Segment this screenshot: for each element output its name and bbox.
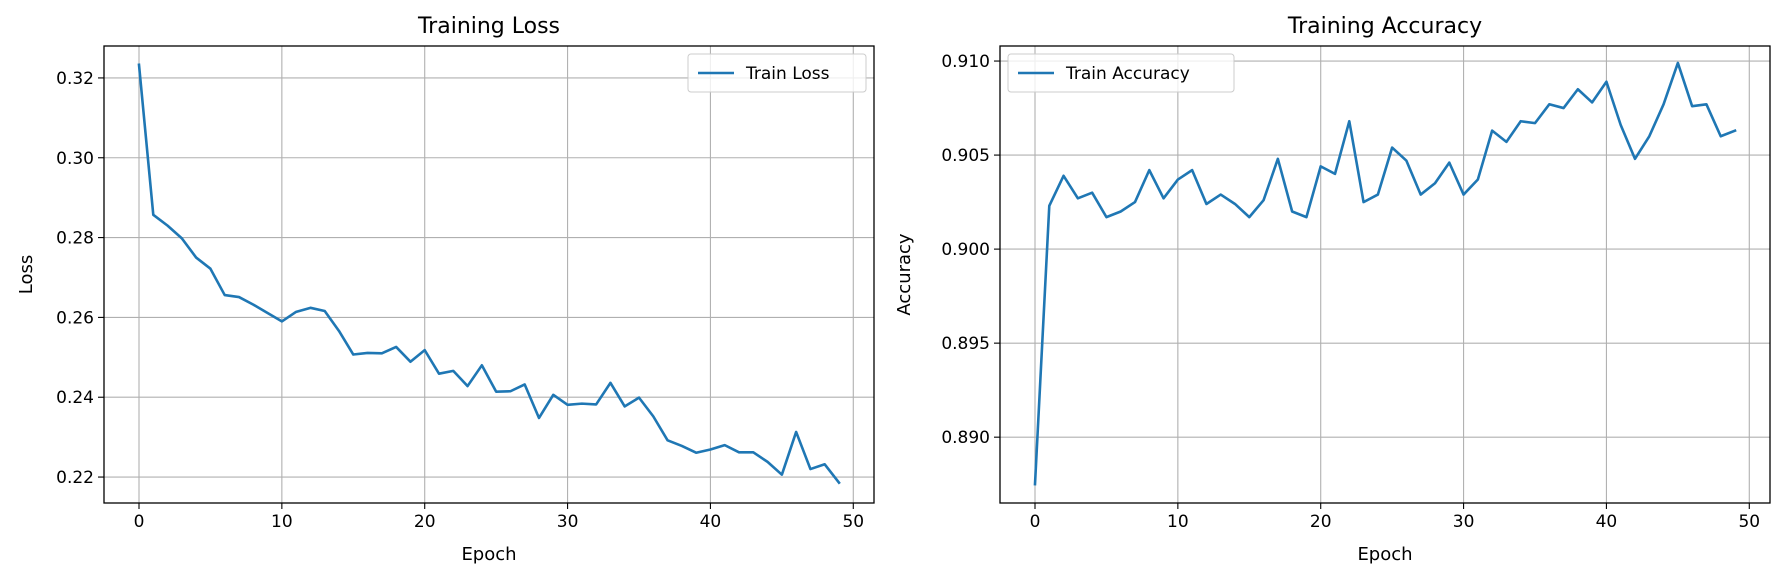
- x-tick-label: 50: [842, 512, 864, 532]
- legend: Train Accuracy: [1007, 53, 1235, 93]
- x-tick-label: 10: [1167, 512, 1189, 532]
- y-tick-label: 0.32: [56, 69, 94, 89]
- legend-box: [687, 53, 867, 93]
- plot-frame: [103, 45, 875, 504]
- plot-frame: [999, 45, 1771, 504]
- y-tick-label: 0.905: [941, 146, 990, 166]
- y-tick-label: 0.895: [941, 334, 990, 354]
- x-tick-label: 10: [271, 512, 293, 532]
- y-tick-label: 0.28: [56, 229, 94, 249]
- x-axis-label: Epoch: [1357, 544, 1412, 565]
- x-tick-label: 0: [1030, 512, 1041, 532]
- y-tick-label: 0.22: [56, 468, 94, 488]
- x-axis-label: Epoch: [461, 544, 516, 565]
- y-tick-label: 0.26: [56, 308, 94, 328]
- legend-box: [1007, 53, 1235, 93]
- series-line: [1033, 61, 1737, 486]
- legend-label: Train Loss: [745, 64, 830, 84]
- y-tick-label: 0.30: [56, 149, 94, 169]
- y-tick-label: 0.24: [56, 388, 94, 408]
- x-tick-label: 30: [1453, 512, 1475, 532]
- y-axis-label: Loss: [16, 255, 37, 294]
- x-tick-label: 40: [700, 512, 722, 532]
- legend-label: Train Accuracy: [1065, 64, 1190, 84]
- chart-title: Training Loss: [417, 14, 560, 39]
- x-tick-label: 0: [134, 512, 145, 532]
- x-tick-label: 50: [1738, 512, 1760, 532]
- training-accuracy-chart: 0 10 20 30 40 50 0.890 0.895 0.900 0.905 0.910 Tra…: [894, 14, 1771, 565]
- x-tick-label: 20: [1310, 512, 1332, 532]
- y-axis-label: Accuracy: [894, 233, 915, 316]
- legend: Train Loss: [687, 53, 867, 93]
- training-loss-chart: 0 10 20 30 40 50 0.22 0.24 0.26 0.28 0.30 0.32 Trai…: [16, 14, 875, 565]
- x-tick-label: 30: [557, 512, 579, 532]
- y-tick-label: 0.910: [941, 52, 990, 72]
- series-line: [137, 63, 841, 485]
- y-tick-label: 0.890: [941, 428, 990, 448]
- x-tick-label: 20: [414, 512, 436, 532]
- y-tick-label: 0.900: [941, 240, 990, 260]
- chart-title: Training Accuracy: [1287, 14, 1482, 39]
- x-tick-label: 40: [1596, 512, 1618, 532]
